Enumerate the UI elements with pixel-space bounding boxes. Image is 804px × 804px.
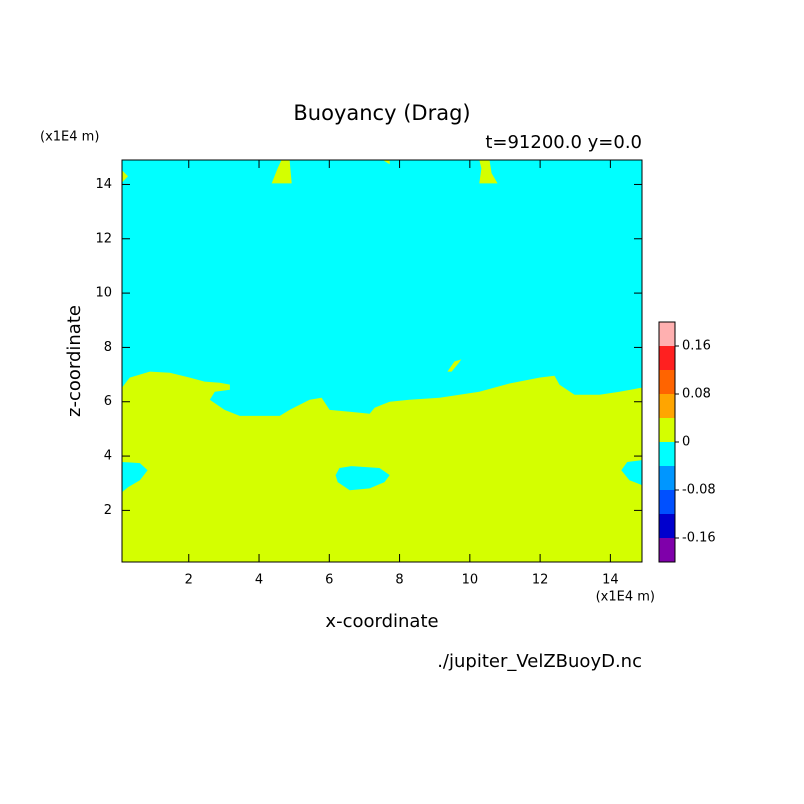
y-tick-label: 8 — [104, 340, 112, 355]
contour-region — [447, 359, 462, 372]
contour-region — [621, 460, 642, 486]
plot-frame — [121, 159, 643, 563]
chart-title: Buoyancy (Drag) — [293, 101, 470, 125]
colorbar-tick-label: 0 — [682, 435, 690, 450]
colorbar-band — [659, 418, 675, 442]
x-tick-label: 6 — [325, 573, 333, 588]
x-tick-label: 12 — [532, 573, 549, 588]
contour-region — [122, 371, 642, 562]
x-tick-label: 14 — [602, 573, 619, 588]
x-unit: (x1E4 m) — [596, 590, 655, 605]
y-tick-label: 14 — [95, 177, 112, 192]
footer: ./jupiter_VelZBuoyD.nc — [437, 651, 642, 672]
colorbar-tick-label: -0.08 — [682, 483, 716, 498]
colorbar-tick-label: 0.08 — [682, 387, 711, 402]
chart-subtitle: t=91200.0 y=0.0 — [485, 132, 642, 153]
colorbar-band — [659, 514, 675, 538]
plot-area — [122, 160, 642, 562]
contour-region — [122, 462, 148, 493]
contour-region — [271, 160, 292, 184]
contour-region — [335, 466, 390, 491]
x-axis-label: x-coordinate — [325, 611, 438, 632]
colorbar-tick-label: 0.16 — [682, 339, 711, 354]
x-tick-label: 4 — [255, 573, 263, 588]
colorbar-band — [659, 370, 675, 394]
contour-region — [479, 160, 498, 184]
colorbar-band — [659, 466, 675, 490]
colorbar-band — [659, 394, 675, 418]
colorbar-tick-label: -0.16 — [682, 531, 716, 546]
colorbar-band — [659, 322, 675, 346]
colorbar-band — [659, 490, 675, 514]
colorbar-band — [659, 442, 675, 466]
x-tick-label: 2 — [185, 573, 193, 588]
colorbar-band — [659, 538, 675, 562]
x-tick-label: 8 — [395, 573, 403, 588]
y-unit: (x1E4 m) — [40, 130, 99, 145]
y-tick-label: 2 — [104, 503, 112, 518]
y-tick-label: 6 — [104, 394, 112, 409]
colorbar-band — [659, 346, 675, 370]
contour-region — [382, 160, 390, 165]
contour-region — [122, 170, 128, 183]
axes: 2 4 6 8 10 12 14 2 4 6 8 10 12 14 -0.16 -0.08 0 0.08 0.16 — [95, 159, 716, 588]
y-tick-label: 10 — [95, 286, 112, 301]
y-tick-label: 4 — [104, 449, 112, 464]
x-tick-label: 10 — [462, 573, 479, 588]
y-axis-label: z-coordinate — [64, 305, 85, 417]
y-tick-label: 12 — [95, 231, 112, 246]
